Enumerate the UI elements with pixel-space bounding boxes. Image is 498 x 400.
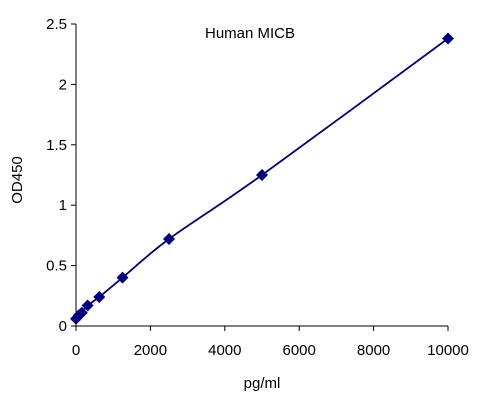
data-point-diamond — [75, 306, 88, 319]
chart-title: Human MICB — [205, 25, 295, 42]
data-markers — [70, 32, 454, 325]
x-axis-label: pg/ml — [244, 375, 281, 392]
y-tick-label: 2.5 — [46, 16, 67, 33]
y-tick-label: 0 — [59, 318, 67, 335]
y-tick-label: 1.5 — [46, 137, 67, 154]
data-point-diamond — [116, 271, 129, 284]
x-tick-label: 4000 — [208, 342, 241, 359]
data-point-diamond — [93, 291, 106, 304]
y-tick-label: 0.5 — [46, 258, 67, 275]
x-tick-label: 8000 — [357, 342, 390, 359]
y-axis-ticks: 0 0.5 1 1.5 2 2.5 — [46, 16, 76, 335]
y-axis-label: OD450 — [9, 156, 26, 204]
x-axis-ticks: 0 2000 4000 6000 8000 10000 — [72, 326, 469, 359]
y-tick-label: 1 — [59, 197, 67, 214]
data-point-diamond — [81, 299, 94, 312]
x-tick-label: 0 — [72, 342, 80, 359]
data-point-diamond — [256, 169, 268, 181]
x-tick-label: 2000 — [134, 342, 167, 359]
data-point-diamond — [442, 32, 454, 45]
y-tick-label: 2 — [59, 76, 67, 93]
x-tick-label: 6000 — [283, 342, 316, 359]
x-tick-label: 10000 — [427, 342, 469, 359]
data-point-diamond — [163, 233, 175, 246]
